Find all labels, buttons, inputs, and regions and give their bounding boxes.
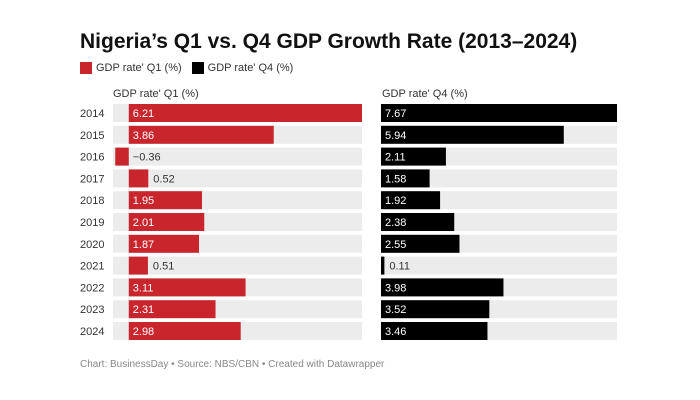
- bar-q1: [128, 104, 362, 122]
- category-label: 2018: [80, 195, 104, 207]
- category-label: 2016: [80, 152, 104, 164]
- data-label: 2.98: [133, 326, 154, 338]
- bar-q1: [128, 125, 274, 144]
- category-label: 2020: [80, 239, 104, 251]
- data-label: 3.11: [133, 282, 154, 294]
- legend-swatch-q1: [80, 62, 92, 74]
- bar-q1: [128, 278, 246, 297]
- bar-q1: [128, 169, 149, 188]
- bar-q4: [381, 278, 504, 297]
- data-label: 0.11: [389, 261, 410, 273]
- category-label: 2024: [80, 326, 104, 338]
- chart-footer: Chart: BusinessDay • Source: NBS/CBN • C…: [80, 359, 385, 370]
- bar-q4: [381, 322, 488, 340]
- data-label: 1.58: [385, 173, 406, 185]
- data-label: 1.95: [133, 195, 154, 207]
- bar-q1: [115, 147, 129, 166]
- bar-q4: [381, 147, 446, 166]
- column-header-q1: GDP rate' Q1 (%): [113, 88, 199, 100]
- bar-q4: [381, 234, 460, 253]
- data-label: 1.87: [133, 239, 154, 251]
- legend-item-q4: GDP rate' Q4 (%): [191, 62, 294, 74]
- data-label: 3.98: [385, 282, 406, 294]
- bar-track: [381, 169, 617, 188]
- data-label: 2.01: [133, 217, 154, 229]
- data-label: 3.86: [133, 130, 154, 142]
- bar-track: [113, 256, 362, 275]
- data-label: 2.55: [385, 239, 406, 251]
- data-label: 1.92: [385, 195, 406, 207]
- bar-q1: [128, 322, 241, 340]
- data-label: −0.36: [133, 152, 161, 164]
- chart-title: Nigeria’s Q1 vs. Q4 GDP Growth Rate (201…: [80, 30, 578, 53]
- data-label: 2.11: [385, 152, 406, 164]
- data-label: 7.67: [385, 108, 406, 120]
- legend: GDP rate' Q1 (%) GDP rate' Q4 (%): [80, 62, 303, 74]
- bar-q1: [128, 234, 200, 253]
- legend-label-q1: GDP rate' Q1 (%): [96, 62, 182, 74]
- bar-track: [381, 256, 617, 275]
- category-label: 2015: [80, 130, 104, 142]
- bar-q4: [381, 256, 385, 275]
- bar-q1: [128, 213, 205, 231]
- bar-q4: [381, 213, 455, 231]
- bar-track: [113, 147, 362, 166]
- bar-q4: [381, 125, 564, 144]
- bar-q4: [381, 169, 430, 188]
- bar-q4: [381, 300, 490, 319]
- data-label: 3.46: [385, 326, 406, 338]
- legend-label-q4: GDP rate' Q4 (%): [207, 62, 294, 74]
- bar-q1: [128, 191, 203, 210]
- data-label: 0.51: [153, 261, 174, 273]
- data-label: 6.21: [133, 108, 154, 120]
- legend-item-q1: GDP rate' Q1 (%): [80, 62, 182, 74]
- category-label: 2022: [80, 282, 104, 294]
- data-label: 0.52: [153, 173, 174, 185]
- bar-track: [113, 169, 362, 188]
- bar-q1: [128, 300, 216, 319]
- legend-swatch-q4: [191, 62, 204, 74]
- category-label: 2014: [80, 108, 104, 120]
- category-label: 2019: [80, 217, 104, 229]
- data-label: 2.31: [133, 304, 154, 316]
- bar-q4: [381, 191, 441, 210]
- column-header-q4: GDP rate' Q4 (%): [382, 88, 468, 100]
- category-label: 2017: [80, 173, 104, 185]
- category-label: 2023: [80, 304, 104, 316]
- bar-q1: [128, 256, 148, 275]
- data-label: 5.94: [385, 130, 406, 142]
- data-label: 2.38: [385, 217, 406, 229]
- category-label: 2021: [80, 261, 104, 273]
- data-label: 3.52: [385, 304, 406, 316]
- bar-q4: [381, 104, 617, 122]
